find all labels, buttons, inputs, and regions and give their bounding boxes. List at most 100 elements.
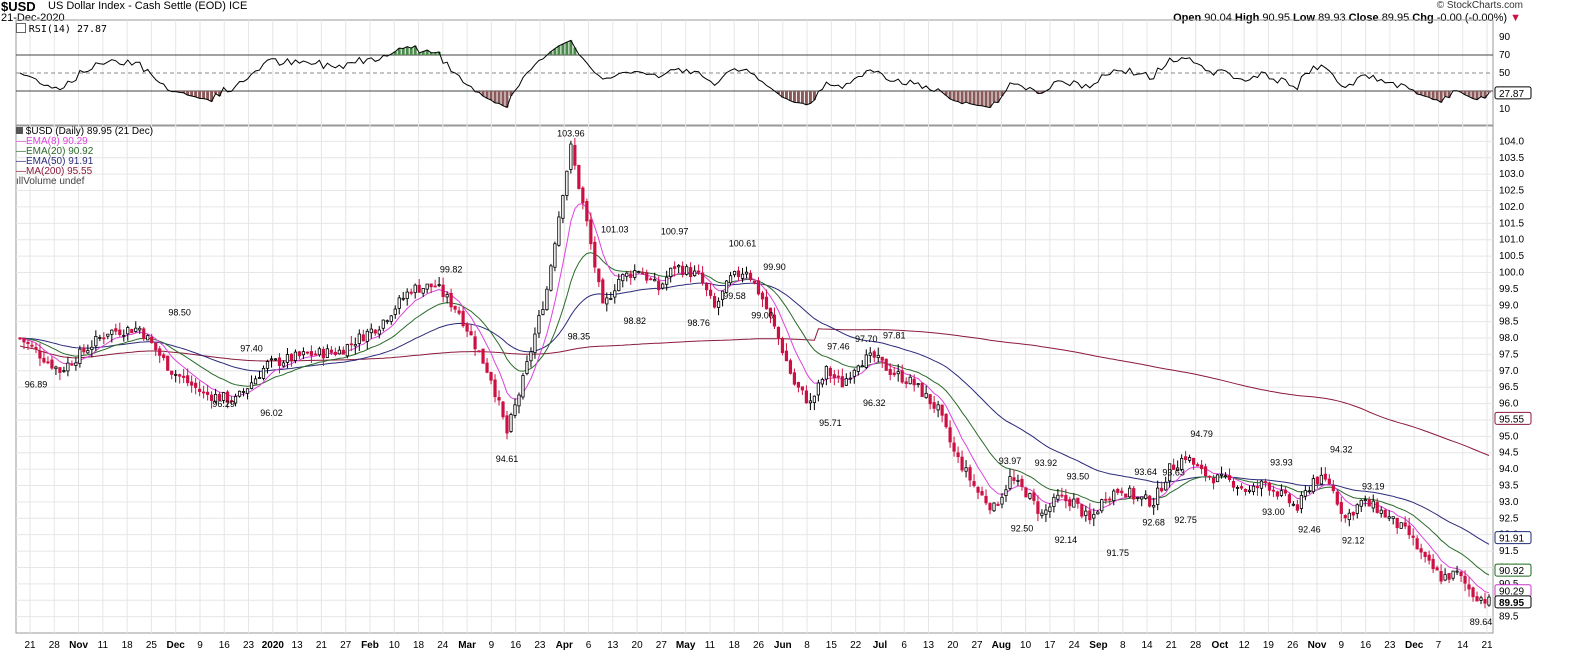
x-tick-label: 23	[243, 640, 255, 651]
y-tick-label: 99.5	[1499, 284, 1519, 295]
candle-body	[445, 294, 449, 298]
candle-body	[517, 394, 521, 407]
candle-body	[162, 354, 166, 359]
candle-body	[110, 329, 114, 335]
x-tick-label: Nov	[1308, 640, 1327, 651]
candle-body	[1427, 554, 1431, 561]
x-tick-label: May	[676, 640, 696, 651]
candle-body	[365, 330, 369, 342]
candle-body	[916, 383, 920, 386]
price-annotation: 96.89	[25, 379, 48, 389]
candle-body	[505, 415, 509, 434]
chg-value: -0.00 (-0.00%)	[1436, 12, 1508, 24]
candle-body	[357, 333, 361, 344]
close-label: Close	[1348, 12, 1379, 24]
rsi-legend-icon	[16, 23, 26, 33]
candle-body	[66, 362, 70, 372]
candle-body	[892, 372, 896, 376]
candle-body	[1307, 490, 1311, 493]
candle-body	[752, 280, 757, 283]
candle-body	[229, 400, 234, 403]
candle-body	[341, 349, 345, 355]
candle-body	[840, 376, 844, 388]
candle-body	[744, 271, 749, 275]
x-tick-label: Mar	[458, 640, 476, 651]
candle-body	[736, 270, 741, 277]
candle-body	[1012, 477, 1016, 481]
candle-body	[673, 266, 677, 269]
candle-body	[377, 329, 381, 335]
candle-body	[880, 356, 884, 361]
candle-body	[1251, 485, 1256, 493]
description-text: US Dollar Index - Cash Settle (EOD)	[48, 0, 226, 12]
candle-body	[1024, 487, 1028, 498]
candle-body	[708, 289, 713, 296]
candle-body	[82, 347, 86, 353]
candle-body	[106, 333, 110, 337]
price-annotation: 97.40	[240, 344, 263, 354]
candle-body	[265, 361, 270, 369]
candle-body	[804, 390, 808, 404]
x-tick-label: 17	[1044, 640, 1056, 651]
candle-body	[210, 394, 214, 401]
candle-body	[46, 361, 50, 364]
candle-body	[1239, 486, 1244, 489]
last-value-tag	[1494, 563, 1532, 577]
rsi-current-value: 27.87	[1499, 89, 1524, 100]
candle-body	[868, 352, 872, 356]
price-annotation: 98.35	[568, 332, 591, 342]
candle-body	[134, 327, 138, 332]
candle-body	[1056, 494, 1060, 500]
candle-body	[808, 400, 812, 404]
x-tick-label: 16	[1360, 640, 1372, 651]
candle-body	[1168, 463, 1172, 482]
x-tick-label: 19	[1263, 640, 1275, 651]
rsi-line	[19, 39, 1490, 109]
candle-body	[561, 195, 565, 219]
candle-body	[1459, 571, 1463, 577]
x-tick-label: 26	[1287, 640, 1299, 651]
candle-body	[1211, 478, 1216, 484]
candle-body	[693, 270, 697, 277]
candle-body	[1219, 473, 1224, 476]
x-tick-label: 8	[804, 640, 810, 651]
x-tick-label: 27	[656, 640, 668, 651]
close-value: 89.95	[1381, 12, 1410, 24]
x-tick-label: Sep	[1089, 640, 1107, 651]
candle-body	[1088, 510, 1092, 521]
candle-body	[1275, 491, 1280, 497]
candle-body	[50, 359, 54, 369]
y-tick-label: 89.5	[1499, 612, 1519, 623]
candle-body	[194, 382, 198, 388]
legend-ma200-text: MA(200) 95.55	[26, 166, 93, 177]
y-tick-label: 94.5	[1499, 448, 1519, 459]
candle-body	[1203, 466, 1208, 477]
candle-body	[277, 357, 282, 366]
candle-body	[1231, 480, 1236, 488]
candle-body	[1223, 475, 1228, 478]
candle-body	[1363, 499, 1367, 502]
candle-body	[1467, 584, 1471, 590]
candle-body	[1335, 491, 1339, 505]
candle-body	[1279, 490, 1284, 496]
candle-body	[1479, 597, 1483, 601]
candle-body	[936, 404, 940, 411]
candle-body	[241, 391, 246, 393]
candle-body	[1096, 511, 1100, 515]
x-tick-label: 7	[1436, 640, 1442, 651]
candle-body	[852, 369, 856, 377]
ema8-line	[19, 203, 1490, 594]
candle-body	[325, 348, 329, 358]
candle-body	[557, 216, 561, 246]
price-annotation: 96.29	[212, 399, 235, 409]
last-value-tag	[1494, 595, 1532, 609]
price-annotation: 96.02	[260, 408, 283, 418]
candle-body	[1403, 522, 1407, 527]
candle-body	[58, 367, 62, 373]
candle-body	[605, 297, 609, 305]
candle-body	[748, 272, 753, 281]
candle-body	[828, 367, 832, 377]
candle-body	[78, 348, 82, 364]
candle-body	[1215, 474, 1220, 483]
y-tick-label: 100.5	[1499, 251, 1524, 262]
